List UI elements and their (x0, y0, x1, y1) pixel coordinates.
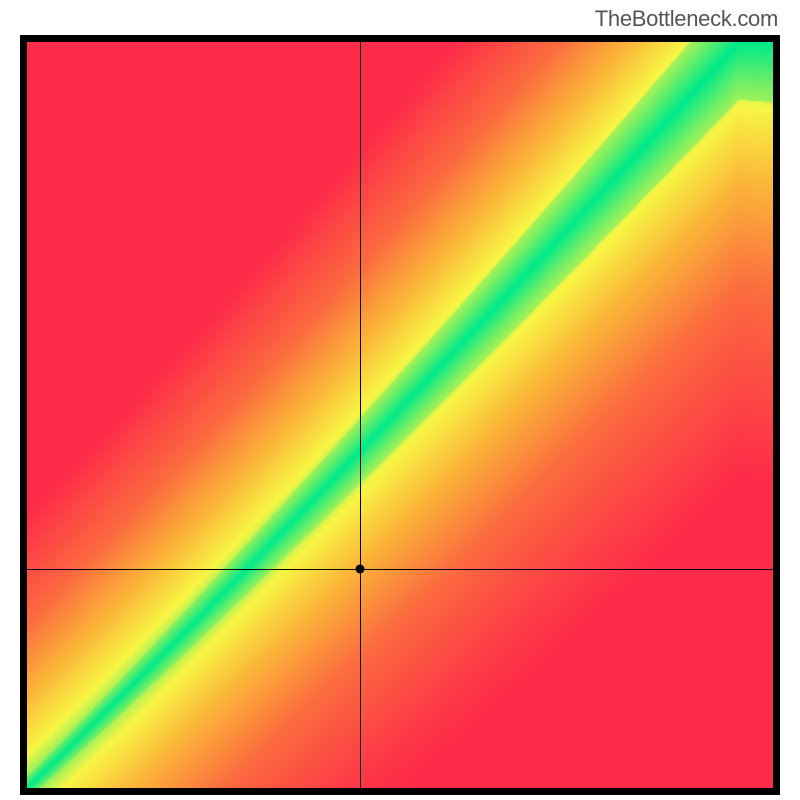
crosshair-marker (356, 565, 365, 574)
chart-frame (20, 35, 780, 795)
heatmap-canvas (27, 42, 773, 788)
crosshair-horizontal (27, 569, 773, 570)
plot-area (27, 42, 773, 788)
chart-container: TheBottleneck.com (0, 0, 800, 800)
crosshair-vertical (360, 42, 361, 788)
attribution-text: TheBottleneck.com (595, 6, 778, 32)
